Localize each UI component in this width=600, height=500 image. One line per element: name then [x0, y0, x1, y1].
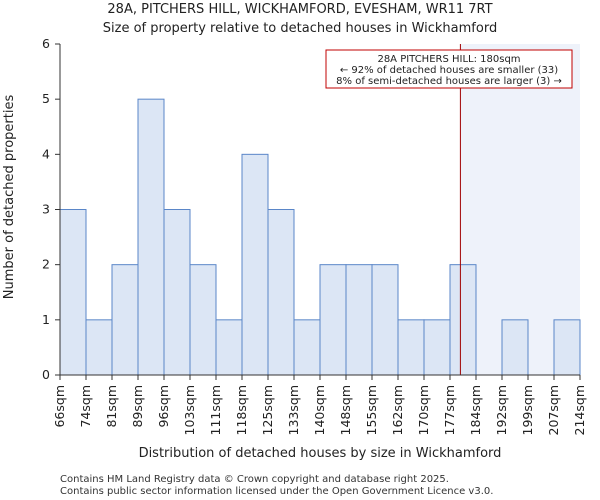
x-tick-label: 170sqm: [416, 385, 431, 435]
bar: [319, 264, 347, 376]
bar: [371, 264, 399, 376]
bar: [449, 264, 477, 376]
bar: [267, 209, 295, 376]
x-tick-label: 199sqm: [520, 385, 535, 435]
bar: [345, 264, 373, 376]
y-tick-label: 2: [42, 257, 50, 272]
bar: [111, 264, 139, 376]
x-tick-label: 96sqm: [156, 385, 171, 428]
annotation-box: [325, 49, 573, 89]
bar: [423, 319, 451, 376]
x-tick-label: 66sqm: [52, 385, 67, 428]
x-tick-label: 118sqm: [234, 385, 249, 435]
x-tick-label: 148sqm: [338, 385, 353, 435]
x-tick-label: 89sqm: [130, 385, 145, 428]
y-axis-label: Number of detached properties: [2, 95, 17, 300]
bar: [189, 264, 217, 376]
x-axis-label: Distribution of detached houses by size …: [139, 446, 502, 461]
x-tick-label: 111sqm: [208, 385, 223, 435]
x-tick-label: 192sqm: [494, 385, 509, 435]
bar: [397, 319, 425, 376]
bar: [137, 98, 165, 376]
x-tick-label: 74sqm: [78, 385, 93, 428]
y-tick-label: 0: [42, 367, 50, 382]
plot-area: 0 1 2 3 4 5 6 66sqm 74sqm 81sqm 89sqm 96sqm 103sqm 11…: [42, 36, 587, 435]
x-tick-label: 162sqm: [390, 385, 405, 435]
x-tick-label: 133sqm: [286, 385, 301, 435]
x-tick-label: 177sqm: [442, 385, 457, 435]
y-tick-label: 1: [42, 312, 50, 327]
x-tick-label: 125sqm: [260, 385, 275, 435]
bar: [241, 153, 269, 376]
y-tick-label: 5: [42, 91, 50, 106]
chart-title: 28A, PITCHERS HILL, WICKHAMFORD, EVESHAM…: [107, 2, 492, 17]
bar: [85, 319, 113, 376]
x-tick-label: 214sqm: [572, 385, 587, 435]
y-tick-label: 3: [42, 202, 50, 217]
bar: [293, 319, 321, 376]
x-tick-label: 155sqm: [364, 385, 379, 435]
footer-line-1: Contains HM Land Registry data © Crown c…: [60, 474, 449, 485]
x-tick-label: 81sqm: [104, 385, 119, 428]
bar: [501, 319, 529, 376]
x-tick-label: 184sqm: [468, 385, 483, 435]
bar: [215, 319, 243, 376]
footer-line-2: Contains public sector information licen…: [60, 486, 493, 497]
y-tick-label: 4: [42, 146, 50, 161]
y-tick-label: 6: [42, 36, 50, 51]
bar: [59, 209, 87, 376]
x-tick-label: 140sqm: [312, 385, 327, 435]
chart-subtitle: Size of property relative to detached ho…: [103, 21, 497, 36]
x-tick-label: 103sqm: [182, 385, 197, 435]
bar: [553, 319, 581, 376]
annotation-line-3: 8% of semi-detached houses are larger (3…: [336, 76, 562, 87]
x-tick-label: 207sqm: [546, 385, 561, 435]
annotation-line-1: 28A PITCHERS HILL: 180sqm: [377, 54, 520, 65]
annotation-line-2: ← 92% of detached houses are smaller (33…: [340, 65, 558, 76]
bar: [163, 209, 191, 376]
